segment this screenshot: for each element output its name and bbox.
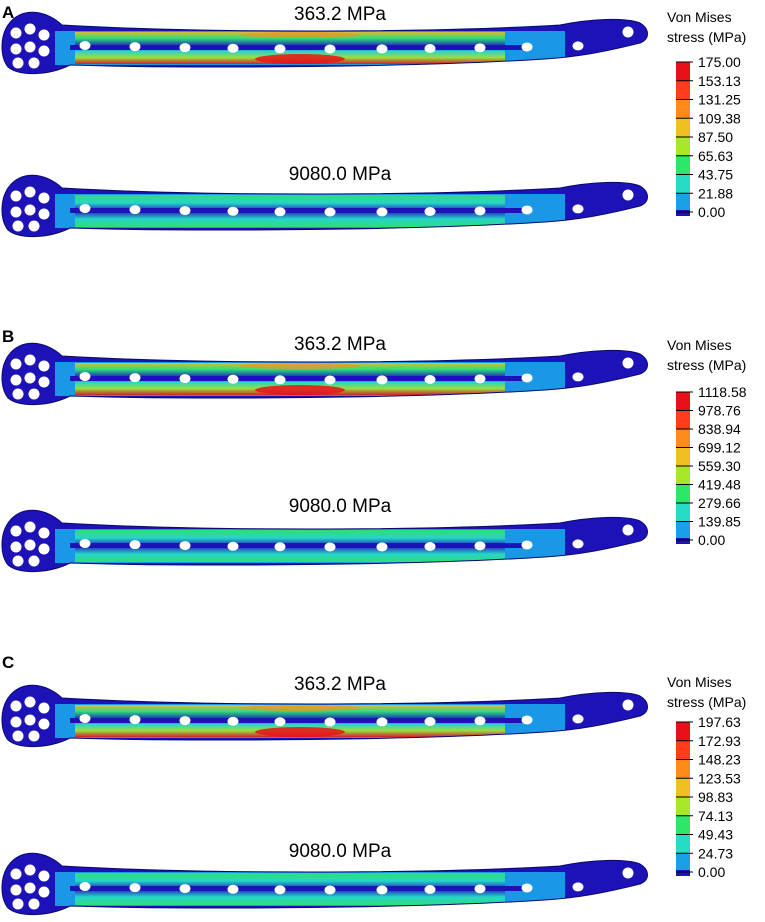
legend-color-band [676, 137, 690, 156]
legend-color-band [676, 155, 690, 175]
legend-color-band [676, 466, 690, 485]
legend-tick-label: 148.23 [698, 752, 741, 768]
legend-color-band [676, 429, 690, 448]
legend-color-band [676, 759, 690, 779]
legend-color-band [676, 392, 690, 411]
legend-title: Von Mises [667, 674, 732, 690]
legend-tick-label: 0.00 [698, 204, 725, 220]
legend-tick-label: 109.38 [698, 110, 741, 126]
color-legend: Von Mises stress (MPa) 1118.58 978.76 838.… [667, 337, 747, 548]
legend-color-band [676, 503, 690, 522]
legend-color-band [676, 815, 690, 835]
legend-tick-label: 838.94 [698, 421, 741, 437]
legend-tick-label: 87.50 [698, 129, 733, 145]
plate-title: 9080.0 MPa [289, 841, 392, 862]
legend-color-band [676, 778, 690, 797]
legend-tick-label: 699.12 [698, 440, 741, 456]
panel-a: A 363.2 MPa 9080.0 MPa Von Mises stress … [1, 3, 746, 238]
legend-tick-label: 175.00 [698, 54, 741, 70]
legend-color-band [676, 193, 690, 212]
legend-color-band [676, 210, 690, 216]
legend-tick-label: 131.25 [698, 92, 741, 108]
legend-color-band [676, 722, 690, 741]
legend-title: stress (MPa) [667, 29, 746, 45]
legend-title: Von Mises [667, 337, 732, 353]
legend-tick-label: 65.63 [698, 148, 733, 164]
legend-color-band [676, 118, 690, 137]
legend-tick-label: 279.66 [698, 495, 741, 511]
plate-model [1, 174, 648, 238]
panel-letter: C [2, 653, 14, 672]
color-legend: Von Mises stress (MPa) 197.63 172.93 148.2… [667, 674, 746, 880]
color-legend: Von Mises stress (MPa) 175.00 153.13 131.2… [667, 9, 746, 220]
legend-color-band [676, 80, 690, 100]
legend-tick-label: 74.13 [698, 808, 733, 824]
panel-letter: A [2, 3, 14, 22]
legend-title: stress (MPa) [667, 694, 746, 710]
legend-tick-label: 153.13 [698, 73, 741, 89]
plate-title: 363.2 MPa [294, 334, 386, 355]
legend-tick-label: 978.76 [698, 403, 741, 419]
legend-title: stress (MPa) [667, 357, 746, 373]
legend-tick-label: 139.85 [698, 514, 741, 530]
legend-color-band [676, 538, 690, 544]
legend-color-band [676, 484, 690, 503]
legend-title: Von Mises [667, 9, 732, 25]
plate-title: 363.2 MPa [294, 674, 386, 695]
legend-color-band [676, 174, 690, 194]
legend-tick-label: 197.63 [698, 714, 741, 730]
plate-model [1, 852, 648, 916]
legend-color-band [676, 99, 690, 119]
legend-tick-label: 98.83 [698, 789, 733, 805]
legend-color-band [676, 447, 690, 466]
panel-c: C 363.2 MPa 9080.0 MPa Von Mises stress … [1, 653, 746, 916]
legend-tick-label: 24.73 [698, 845, 733, 861]
legend-tick-label: 0.00 [698, 864, 725, 880]
legend-color-band [676, 410, 690, 429]
legend-color-band [676, 62, 690, 81]
legend-color-band [676, 797, 690, 816]
legend-color-band [676, 870, 690, 876]
legend-tick-label: 49.43 [698, 827, 733, 843]
plate-title: 363.2 MPa [294, 4, 386, 25]
legend-color-band [676, 521, 690, 540]
legend-tick-label: 21.88 [698, 185, 733, 201]
legend-tick-label: 172.93 [698, 733, 741, 749]
legend-tick-label: 1118.58 [698, 384, 747, 400]
legend-tick-label: 0.00 [698, 532, 725, 548]
panel-letter: B [2, 327, 14, 346]
plate-title: 9080.0 MPa [289, 164, 392, 185]
legend-color-band [676, 853, 690, 872]
legend-tick-label: 43.75 [698, 167, 733, 183]
legend-tick-label: 123.53 [698, 770, 741, 786]
legend-tick-label: 559.30 [698, 458, 741, 474]
plate-title: 9080.0 MPa [289, 496, 392, 517]
panel-b: B 363.2 MPa 9080.0 MPa Von Mises stress … [1, 327, 747, 573]
legend-color-band [676, 740, 690, 760]
legend-tick-label: 419.48 [698, 477, 741, 493]
legend-color-band [676, 834, 690, 854]
